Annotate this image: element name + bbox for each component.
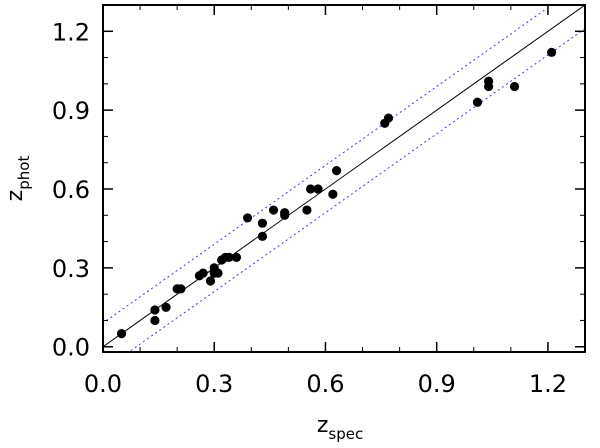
data-point	[328, 189, 338, 199]
x-tick-label: 0.9	[418, 370, 456, 398]
data-point	[509, 81, 520, 92]
y-axis-ticks: 0.0 0.3 0.6 0.9 1.2	[52, 18, 585, 362]
data-point	[257, 231, 268, 241]
x-tick-label: 0.6	[306, 370, 344, 398]
x-axis-label-sub: spec	[328, 425, 363, 443]
y-tick-label: 0.9	[52, 97, 90, 125]
data-point	[176, 284, 186, 294]
data-point	[116, 328, 127, 339]
data-point	[383, 113, 394, 123]
x-tick-label: 0.3	[195, 370, 233, 398]
data-point	[205, 276, 216, 286]
data-point	[331, 166, 342, 176]
data-point	[224, 252, 234, 262]
data-point	[150, 315, 160, 326]
data-point	[302, 205, 312, 215]
data-point	[243, 213, 253, 223]
data-point	[547, 47, 557, 57]
y-tick-label: 0.6	[52, 176, 90, 204]
y-tick-label: 0.0	[52, 334, 90, 362]
x-axis-ticks: 0.0 0.3 0.6 0.9 1.2	[84, 5, 567, 398]
x-axis-label: zspec	[317, 413, 363, 443]
plot-frame	[102, 4, 586, 353]
data-point	[484, 76, 494, 86]
data-points	[116, 47, 557, 339]
x-axis-label-base: z	[317, 413, 329, 438]
data-point	[257, 218, 268, 228]
data-point	[306, 184, 316, 194]
offset-line-1	[103, 5, 553, 324]
data-point	[472, 97, 483, 107]
y-tick-label: 0.3	[52, 255, 90, 283]
data-point	[231, 252, 242, 262]
y-axis-label-base: z	[3, 190, 28, 202]
data-point	[268, 205, 279, 215]
data-point	[161, 302, 171, 312]
y-axis-label-sub: phot	[15, 156, 33, 190]
data-point	[213, 268, 223, 278]
data-point	[150, 305, 160, 315]
data-point	[280, 210, 290, 220]
data-point	[198, 268, 208, 278]
x-tick-label: 1.2	[529, 370, 567, 398]
y-axis-label: zphot	[3, 156, 33, 202]
y-tick-label: 1.2	[52, 18, 90, 46]
data-point	[313, 184, 323, 194]
x-tick-label: 0.0	[84, 370, 122, 398]
reference-lines	[103, 5, 585, 352]
offset-line-2	[128, 28, 585, 352]
one-to-one-line	[103, 5, 585, 348]
